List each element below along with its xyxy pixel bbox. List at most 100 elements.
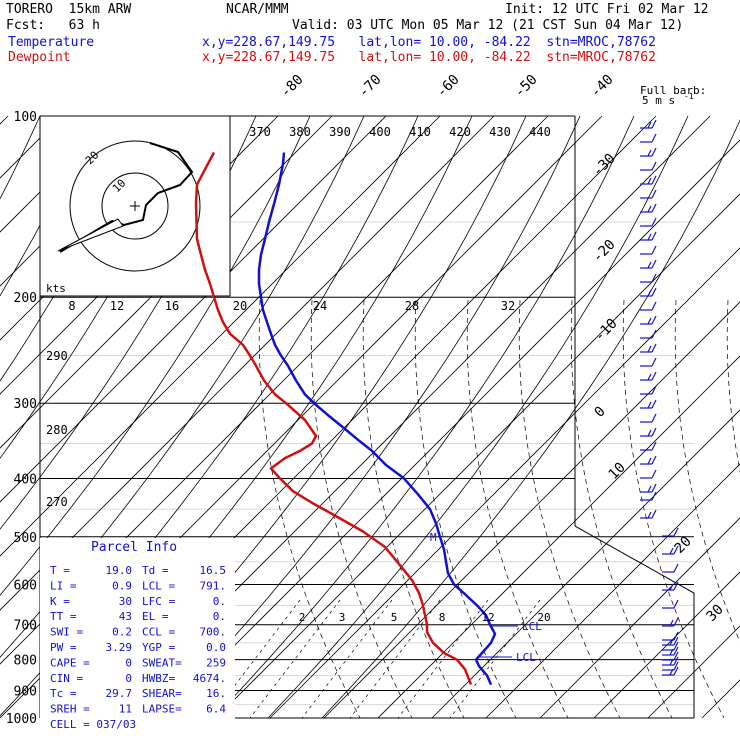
- pressure-tick-label: 1000: [6, 712, 37, 727]
- wind-barb: [640, 343, 657, 353]
- moist-adiabat-line: [674, 299, 740, 643]
- wind-barb: [640, 189, 657, 199]
- wind-barb-flag: [651, 203, 657, 213]
- isotherm-line: [0, 115, 9, 125]
- wind-barb: [640, 133, 657, 143]
- parcel-row-value: 30: [119, 595, 132, 608]
- wind-barb-half: [647, 261, 652, 269]
- theta-label: 410: [409, 125, 431, 139]
- wind-barb: [640, 217, 657, 227]
- init-time: Init: 12 UTC Fri 02 Mar 12: [505, 2, 709, 17]
- wind-barb-half: [669, 547, 674, 555]
- wind-barb: [640, 385, 657, 395]
- wind-barb-flag: [651, 301, 657, 311]
- series-line-1: [194, 151, 473, 686]
- wind-barb: [640, 483, 657, 493]
- hodograph-arrow: [57, 218, 124, 252]
- parcel-row-label: CELL = 037/03: [50, 718, 136, 731]
- wind-barb-flag: [673, 617, 679, 627]
- inset-tick-label: 8: [68, 299, 75, 313]
- theta-left-label: 290: [46, 349, 68, 363]
- parcel-row-value-2: 700.: [200, 626, 227, 639]
- wind-barb-flag: [651, 371, 657, 381]
- forecast-hour: Fcst: 63 h: [6, 18, 100, 33]
- parcel-row-value: 43: [119, 610, 132, 623]
- org-label: NCAR/MMM: [226, 2, 289, 17]
- wind-barb: [640, 259, 657, 269]
- wind-barb-flag: [673, 666, 679, 676]
- wind-barb-flag: [673, 581, 679, 591]
- inset-tick-label: 16: [165, 299, 179, 313]
- parcel-row-value-2: 4674.: [193, 672, 226, 685]
- pressure-tick-label: 900: [14, 684, 37, 699]
- theta-left-label: 270: [46, 495, 68, 509]
- wind-barb-flag: [651, 231, 657, 241]
- theta-label: 390: [329, 125, 351, 139]
- moist-adiabat-line: [466, 299, 569, 719]
- wind-barb: [662, 666, 679, 676]
- wind-barb-flag: [651, 469, 657, 479]
- parcel-row-label: SREH =: [50, 703, 90, 716]
- dewpoint-location: x,y=228.67,149.75 lat,lon= 10.00, -84.22…: [202, 50, 656, 65]
- theta-label: 440: [529, 125, 551, 139]
- pressure-tick-label: 700: [14, 619, 37, 634]
- theta-label: 400: [369, 125, 391, 139]
- isotherm-label: -30: [590, 151, 619, 180]
- wind-barb: [640, 509, 657, 519]
- mixing-ratio-label: 20: [537, 611, 550, 624]
- parcel-row-label: LI =: [50, 579, 77, 592]
- wind-barb: [640, 315, 657, 325]
- isotherm-label: -80: [278, 72, 307, 101]
- pressure-tick-label: 600: [14, 578, 37, 593]
- wind-barb: [640, 399, 657, 409]
- wind-barb: [640, 301, 657, 311]
- m-marker: M: [430, 531, 437, 544]
- isotherm-line: [377, 355, 740, 719]
- wind-barb: [640, 273, 657, 283]
- inset-tick-label: 20: [233, 299, 247, 313]
- wind-barb: [640, 203, 657, 213]
- wind-barb-flag: [651, 259, 657, 269]
- mixing-ratio-line: [301, 599, 393, 719]
- isotherm-label: -70: [356, 72, 385, 101]
- parcel-row-label: PW =: [50, 641, 77, 654]
- wind-barb-flag: [673, 527, 679, 537]
- theta-label: 420: [449, 125, 471, 139]
- wind-barb-flag: [651, 175, 657, 185]
- parcel-row-value-2: 791.: [200, 579, 227, 592]
- parcel-row-value-2: 0.: [213, 595, 226, 608]
- wind-barb: [662, 656, 679, 666]
- wind-barb-flag: [651, 161, 657, 171]
- wind-barb: [662, 631, 679, 641]
- mixing-ratio-label: 2: [299, 611, 306, 624]
- wind-barb: [662, 646, 679, 656]
- pressure-tick-label: 200: [14, 291, 37, 306]
- pressure-tick-label: 400: [14, 472, 37, 487]
- isotherm-line: [161, 139, 740, 719]
- moist-adiabat-line: [518, 299, 621, 719]
- moist-adiabat-line: [362, 299, 465, 719]
- isotherm-label: -40: [588, 72, 617, 101]
- parcel-row-value-2: 16.: [206, 687, 226, 700]
- wind-barb-flag: [673, 641, 679, 651]
- pressure-tick-label: 300: [14, 397, 37, 412]
- wind-barb-flag: [673, 656, 679, 666]
- wind-barb-flag: [651, 147, 657, 157]
- wind-barb-flag: [651, 399, 657, 409]
- wind-barb-flag: [651, 189, 657, 199]
- dry-adiabat-line: [213, 115, 635, 719]
- theta-label: 370: [249, 125, 271, 139]
- wind-barb: [662, 636, 679, 646]
- wind-barb: [640, 119, 657, 129]
- wind-barb-half: [647, 233, 652, 241]
- parcel-row-label: K =: [50, 595, 70, 608]
- wind-barb-flag: [673, 661, 679, 671]
- parcel-row-value: 11: [119, 703, 132, 716]
- isotherm-line: [0, 115, 495, 611]
- wind-barb-flag: [651, 343, 657, 353]
- wind-barb-half: [669, 638, 674, 646]
- isotherm-line: [0, 115, 441, 557]
- wind-barb: [640, 427, 657, 437]
- wind-barb-flag: [651, 491, 657, 501]
